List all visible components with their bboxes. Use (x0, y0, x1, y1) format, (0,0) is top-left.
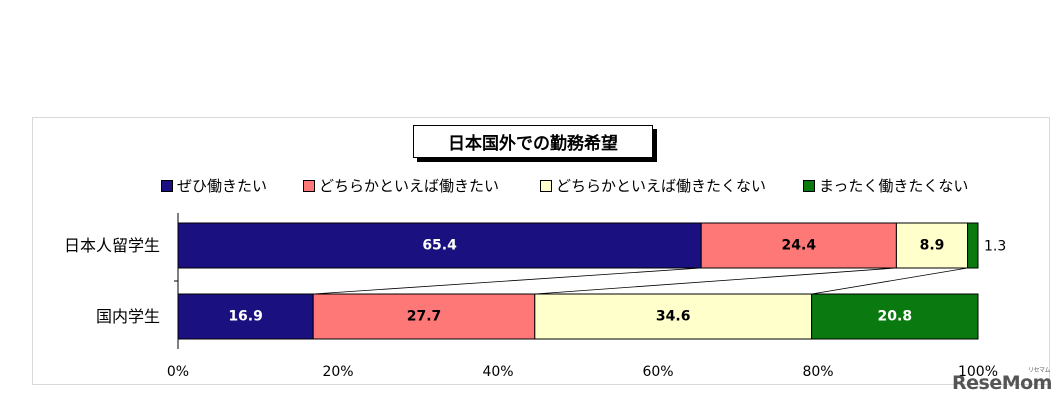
watermark-subtext: リセマム (1027, 367, 1051, 374)
legend-swatch-1 (161, 179, 173, 192)
series-line-2 (534, 267, 897, 295)
x-tick-label-1: 0% (167, 364, 189, 380)
legend-label-1: ぜひ働きたい (177, 177, 268, 195)
watermark-text: ReseMom (952, 372, 1052, 394)
resemom-watermark-logo: ReseMom リセマム (952, 367, 1052, 394)
legend-label-3: どちらかといえば働きたくない (556, 177, 767, 195)
legend-swatch-2 (303, 179, 315, 192)
data-label-1-4: 1.3 (984, 239, 1006, 255)
bar-segment-2-3 (534, 293, 813, 340)
legend-item-series-3: どちらかといえば働きたくない (540, 175, 766, 196)
legend-label-4: まったく働きたくない (819, 177, 969, 195)
legend-label-2: どちらかといえば働きたい (319, 177, 500, 195)
x-tick-label-2: 20% (322, 364, 353, 380)
data-label-1-2: 24.4 (782, 238, 817, 254)
data-label-2-4: 20.8 (878, 309, 913, 325)
legend-item-series-2: どちらかといえば働きたい (303, 175, 499, 196)
series-line-1 (313, 267, 702, 295)
x-tick-label-6: 100% (958, 364, 998, 380)
bar-segment-1-2 (700, 222, 897, 269)
legend-item-series-1: ぜひ働きたい (161, 175, 267, 196)
category-label-1: 日本人留学生 (64, 236, 160, 255)
category-label-2: 国内学生 (96, 307, 160, 326)
bar-segment-2-1 (177, 293, 314, 340)
x-tick-label-3: 40% (482, 364, 513, 380)
bar-segment-1-3 (895, 222, 969, 269)
bar-segment-2-2 (312, 293, 536, 340)
data-label-2-3: 34.6 (656, 309, 691, 325)
data-label-1-3: 8.9 (920, 238, 945, 254)
series-line-3 (811, 267, 968, 295)
bar-segment-2-4 (811, 293, 979, 340)
legend-item-series-4: まったく働きたくない (803, 175, 968, 196)
data-label-2-2: 27.7 (407, 309, 442, 325)
chart-title: 日本国外での勤務希望 (413, 125, 653, 158)
bar-segment-1-4 (967, 222, 979, 269)
data-label-1-1: 65.4 (422, 238, 457, 254)
legend-swatch-3 (540, 179, 552, 192)
data-label-2-1: 16.9 (228, 309, 263, 325)
bar-segment-1-1 (177, 222, 702, 269)
x-tick-label-5: 80% (802, 364, 833, 380)
legend-swatch-4 (803, 179, 815, 192)
x-tick-label-4: 60% (642, 364, 673, 380)
